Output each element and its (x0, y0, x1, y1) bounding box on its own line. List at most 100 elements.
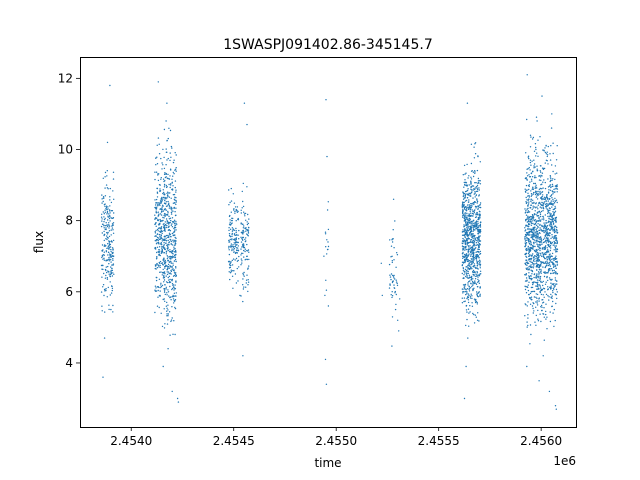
data-point (156, 228, 159, 231)
data-point (166, 323, 169, 325)
data-point (106, 187, 109, 189)
data-point (525, 239, 527, 241)
data-point (551, 194, 553, 196)
data-point (524, 315, 526, 317)
data-point (534, 187, 536, 190)
data-point (463, 181, 465, 184)
data-point (552, 211, 554, 213)
data-point (466, 234, 469, 236)
data-point (393, 284, 395, 286)
data-point (479, 180, 481, 182)
data-point (535, 116, 538, 118)
data-point (478, 225, 481, 227)
data-point (395, 281, 398, 283)
data-point (154, 206, 156, 209)
data-point (536, 152, 538, 154)
data-point (536, 241, 538, 243)
data-point (462, 267, 464, 269)
data-point (479, 206, 481, 208)
data-point (474, 300, 476, 302)
data-point (549, 180, 551, 183)
data-point (231, 230, 234, 232)
data-point (544, 225, 547, 228)
data-point (549, 153, 551, 155)
data-point (533, 223, 535, 226)
data-point (556, 184, 558, 186)
data-point (154, 217, 157, 219)
data-point (394, 292, 396, 294)
data-point (537, 204, 539, 206)
data-point (155, 204, 157, 206)
data-point (532, 263, 534, 265)
data-point (533, 182, 535, 185)
data-point (530, 193, 533, 195)
data-point (548, 232, 551, 234)
data-point (167, 137, 169, 140)
data-point (532, 188, 534, 191)
data-point (175, 266, 177, 268)
data-point (172, 202, 175, 204)
data-point (477, 276, 479, 278)
data-point (233, 209, 235, 211)
data-point (530, 195, 532, 197)
data-point (477, 221, 479, 223)
data-point (546, 196, 548, 199)
data-point (477, 233, 480, 235)
data-point (228, 239, 230, 242)
data-point (168, 202, 170, 204)
data-point (160, 178, 162, 180)
data-point (471, 295, 473, 297)
data-point (110, 266, 112, 268)
data-point (233, 246, 235, 248)
data-point (546, 225, 549, 227)
data-point (472, 197, 474, 199)
data-point (230, 271, 232, 273)
data-point (475, 213, 477, 215)
data-point (476, 190, 479, 192)
data-point (240, 248, 242, 250)
data-point (476, 262, 478, 264)
data-point (467, 254, 469, 256)
chart-title: 1SWASPJ091402.86-345145.7 (223, 37, 432, 53)
data-point (476, 198, 478, 200)
data-point (556, 231, 558, 233)
data-point (229, 214, 231, 217)
data-point (462, 240, 464, 242)
data-point (102, 286, 104, 288)
data-point (391, 316, 394, 318)
data-point (162, 263, 164, 266)
data-point (167, 315, 169, 317)
data-point (531, 188, 533, 190)
data-point (245, 230, 247, 232)
y-tick-label: 10 (58, 143, 73, 157)
data-point (538, 211, 540, 213)
data-point (548, 268, 551, 270)
data-point (552, 204, 554, 206)
data-point (545, 145, 547, 147)
data-point (232, 193, 234, 195)
data-point (543, 253, 546, 255)
data-point (173, 289, 175, 291)
data-point (477, 255, 479, 257)
data-point (479, 223, 482, 226)
data-point (464, 283, 467, 286)
data-point (154, 311, 156, 314)
data-point (103, 294, 105, 297)
data-point (157, 296, 159, 298)
data-point (465, 181, 467, 184)
data-point (163, 247, 165, 249)
data-point (547, 264, 550, 267)
data-point (530, 218, 533, 221)
data-point (165, 148, 167, 150)
data-point (108, 213, 110, 215)
data-point (547, 163, 549, 165)
data-point (175, 222, 177, 224)
data-point (532, 215, 534, 217)
data-point (170, 319, 173, 321)
data-point (169, 334, 171, 336)
data-point (541, 167, 544, 169)
data-point (474, 153, 477, 155)
data-point (174, 306, 176, 309)
data-point (470, 260, 472, 262)
data-point (547, 192, 550, 194)
